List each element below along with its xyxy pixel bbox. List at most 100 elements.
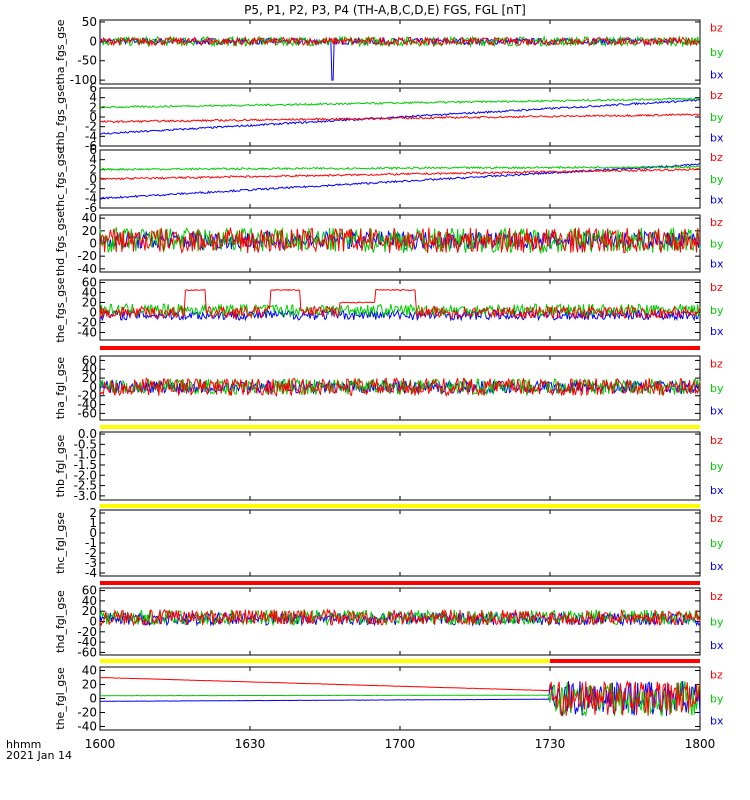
y-tick-label: 20: [82, 371, 97, 385]
y-tick-label: -20: [77, 316, 97, 330]
y-tick-label: -0.5: [74, 437, 97, 451]
series-line-bz: [99, 288, 701, 321]
series-line-bx: [99, 98, 701, 136]
y-axis-label: thd_fgs_gse: [54, 211, 67, 277]
panel-frame: [99, 666, 701, 731]
y-tick-label: 60: [82, 276, 97, 290]
x-tick-label: 1730: [535, 737, 566, 751]
series-line-by: [99, 681, 701, 718]
y-tick-label: -20: [77, 625, 97, 639]
y-tick-label: -40: [77, 326, 97, 340]
legend-entry-bz: bz: [710, 22, 723, 35]
y-tick-label: -6: [85, 139, 97, 153]
y-tick-label: 60: [82, 353, 97, 367]
y-axis-label: thd_fgl_gse: [54, 590, 67, 653]
x-axis-label-date: 2021 Jan 14: [6, 749, 72, 762]
mode-bar-segment: [100, 425, 700, 429]
y-axis-label: thc_fgl_gse: [54, 512, 67, 574]
mode-bar-segment: [100, 346, 700, 350]
series-line-bz: [99, 35, 701, 48]
legend-entry-bz: bz: [710, 669, 723, 682]
y-tick-label: 20: [82, 678, 97, 692]
y-tick-label: -4: [85, 191, 97, 205]
series-line-by: [99, 165, 701, 172]
series-line-bz: [99, 227, 701, 254]
legend-entry-by: by: [710, 111, 724, 124]
y-tick-label: 2: [89, 506, 97, 520]
y-tick-label: 40: [82, 362, 97, 376]
legend-entry-bz: bz: [710, 216, 723, 229]
y-tick-label: -20: [77, 389, 97, 403]
y-tick-label: -50: [77, 54, 97, 68]
mode-bar-segment: [100, 659, 550, 663]
y-tick-label: -60: [77, 645, 97, 659]
y-tick-label: -40: [77, 720, 97, 734]
legend-entry-bx: bx: [710, 325, 724, 338]
y-tick-label: -40: [77, 635, 97, 649]
panel-thc_fgl_gse: 210-1-2-3-4 thc_fgl_gse bz by bx: [54, 506, 724, 580]
x-tick-label: 1800: [685, 737, 716, 751]
legend-entry-bz: bz: [710, 358, 723, 371]
y-axis-label: thb_fgl_gse: [54, 434, 67, 497]
y-tick-label: 0: [89, 172, 97, 186]
y-tick-label: 0: [89, 692, 97, 706]
y-tick-label: -3.0: [74, 489, 97, 503]
y-tick-label: -6: [85, 201, 97, 215]
y-tick-label: -2.5: [74, 479, 97, 493]
legend-entry-bz: bz: [710, 590, 723, 603]
y-tick-label: 40: [82, 594, 97, 608]
panel-frame: [99, 149, 701, 209]
series-line-bx: [99, 681, 701, 717]
x-axis-label-unit: hhmm: [6, 738, 41, 751]
y-tick-label: 6: [89, 81, 97, 95]
y-tick-label: 20: [82, 604, 97, 618]
legend-entry-bx: bx: [710, 193, 724, 206]
y-tick-label: 0: [89, 237, 97, 251]
series-line-bx: [99, 163, 700, 200]
mode-bar-segment: [100, 581, 700, 585]
legend-entry-bx: bx: [710, 404, 724, 417]
legend-entry-bz: bz: [710, 434, 723, 447]
y-tick-label: 0: [89, 110, 97, 124]
y-axis-label: the_fgl_gse: [54, 667, 67, 730]
legend-entry-bx: bx: [710, 560, 724, 573]
x-tick-label: 1600: [85, 737, 116, 751]
series-line-by: [99, 226, 701, 255]
y-tick-label: 0.0: [78, 427, 97, 441]
legend-entry-bx: bx: [710, 257, 724, 270]
legend-entry-bx: bx: [710, 715, 724, 728]
y-tick-label: 4: [89, 91, 97, 105]
series-line-bz: [99, 376, 701, 398]
y-tick-label: 20: [82, 296, 97, 310]
y-tick-label: -2: [85, 182, 97, 196]
legend-entry-bz: bz: [710, 151, 723, 164]
legend-entry-by: by: [710, 238, 724, 251]
chart-title: P5, P1, P2, P3, P4 (TH-A,B,C,D,E) FGS, F…: [244, 3, 526, 17]
y-axis-label: tha_fgs_gse: [54, 19, 67, 84]
legend-entry-by: by: [710, 616, 724, 629]
y-tick-label: 40: [82, 664, 97, 678]
y-tick-label: 60: [82, 584, 97, 598]
legend-entry-bx: bx: [710, 68, 724, 81]
panel-frame: [99, 431, 701, 501]
y-tick-label: 20: [82, 224, 97, 238]
y-tick-label: -3: [85, 556, 97, 570]
y-tick-label: -4: [85, 129, 97, 143]
x-tick-label: 1630: [235, 737, 266, 751]
y-tick-label: 0: [89, 380, 97, 394]
y-tick-label: 0: [89, 34, 97, 48]
legend-entry-by: by: [710, 537, 724, 550]
legend-entry-by: by: [710, 304, 724, 317]
y-tick-label: 40: [82, 211, 97, 225]
legend-entry-by: by: [710, 460, 724, 473]
panel-frame: [99, 19, 701, 85]
y-axis-label: thb_fgs_gse: [54, 84, 67, 150]
